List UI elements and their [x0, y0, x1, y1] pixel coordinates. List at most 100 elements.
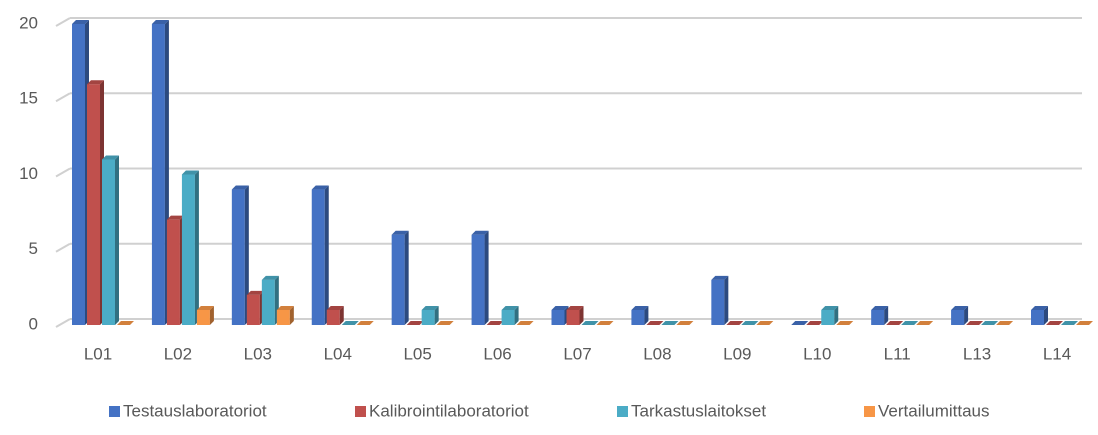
bar-top — [421, 305, 439, 310]
bar-top — [151, 20, 169, 24]
x-tick-label: L13 — [963, 344, 991, 363]
bar-top — [1061, 321, 1078, 325]
bar-top — [966, 321, 984, 325]
bar-top — [87, 80, 104, 85]
bar-top — [1031, 305, 1048, 310]
bar — [246, 294, 260, 325]
bar — [72, 24, 85, 325]
bar — [87, 84, 100, 325]
bar-side — [484, 230, 489, 325]
bar — [471, 234, 485, 325]
bar-top — [791, 321, 809, 325]
bar-side — [514, 305, 519, 325]
legend-label: Vertailumittaus — [878, 401, 990, 420]
bar — [261, 279, 275, 325]
y-tick-label: 5 — [29, 239, 38, 258]
bar-side — [244, 185, 249, 325]
bar-top — [102, 155, 119, 160]
bar — [181, 174, 195, 325]
bar-top — [341, 321, 359, 325]
legend-swatch — [864, 406, 875, 417]
bar — [326, 309, 340, 325]
y-tick-label: 10 — [19, 164, 38, 183]
legend-label: Tarkastuslaitokset — [631, 401, 766, 420]
bar — [631, 309, 645, 325]
bar-top — [726, 321, 744, 325]
bar — [421, 309, 435, 325]
grid-line-slant — [55, 318, 71, 328]
bar-top — [356, 321, 374, 325]
bar-side — [644, 305, 649, 325]
bar-side — [434, 305, 439, 325]
bar-top — [756, 321, 774, 325]
bar-top — [501, 305, 519, 310]
bar — [501, 309, 515, 325]
legend-swatch — [109, 406, 120, 417]
bar — [951, 309, 965, 325]
bar-top — [406, 321, 424, 325]
bar-side — [339, 305, 344, 325]
bar — [566, 309, 580, 325]
bar-top — [566, 305, 584, 310]
bar — [166, 219, 180, 325]
bar-side — [115, 155, 119, 325]
x-tick-label: L04 — [324, 344, 352, 363]
grid-line-slant — [55, 242, 71, 253]
x-tick-label: L08 — [643, 344, 671, 363]
bar-top — [276, 305, 294, 310]
bar-side — [324, 185, 329, 325]
bar-top — [551, 305, 569, 310]
bar-top — [981, 321, 999, 325]
bar-top — [821, 305, 839, 310]
bar-top — [246, 290, 264, 295]
bar-top — [631, 305, 649, 310]
bar — [311, 189, 325, 325]
bar — [871, 309, 885, 325]
y-tick-label: 0 — [29, 314, 38, 333]
bar-top — [181, 170, 199, 175]
bar-top — [72, 20, 89, 24]
legend-swatch — [355, 406, 366, 417]
bar-top — [261, 275, 279, 280]
bar — [391, 234, 405, 325]
bar — [711, 279, 725, 325]
bar-side — [289, 305, 294, 325]
bar-side — [579, 305, 584, 325]
bar-top — [676, 321, 694, 325]
bar-top — [1076, 321, 1093, 325]
bar-top — [117, 321, 134, 325]
x-tick-label: L06 — [483, 344, 511, 363]
bar-top — [581, 321, 599, 325]
bar-side — [194, 170, 199, 325]
bar — [231, 189, 245, 325]
legend-label: Testauslaboratoriot — [123, 401, 267, 420]
bar-top — [326, 305, 344, 310]
bar-top — [1046, 321, 1063, 325]
bar-top — [196, 305, 214, 310]
bar-side — [884, 305, 889, 325]
bar-top — [871, 305, 889, 310]
bar-top — [711, 275, 729, 280]
bar-top — [951, 305, 969, 310]
x-tick-label: L05 — [403, 344, 431, 363]
legend-label: Kalibrointilaboratoriot — [369, 401, 529, 420]
bar-top — [836, 321, 854, 325]
bar-top — [486, 321, 504, 325]
bar-top — [806, 321, 824, 325]
x-tick-label: L03 — [244, 344, 272, 363]
bar-top — [646, 321, 664, 325]
bar-side — [834, 305, 839, 325]
bar-top — [311, 185, 329, 190]
x-tick-label: L01 — [84, 344, 112, 363]
bar-top — [436, 321, 454, 325]
bar-side — [209, 305, 214, 325]
grid-line-slant — [55, 92, 71, 103]
bar-top — [596, 321, 614, 325]
bar — [551, 309, 565, 325]
bar-top — [916, 321, 934, 325]
bar-side — [964, 305, 969, 325]
bar — [276, 309, 290, 325]
x-tick-label: L11 — [884, 344, 911, 363]
x-tick-label: L14 — [1043, 344, 1071, 363]
